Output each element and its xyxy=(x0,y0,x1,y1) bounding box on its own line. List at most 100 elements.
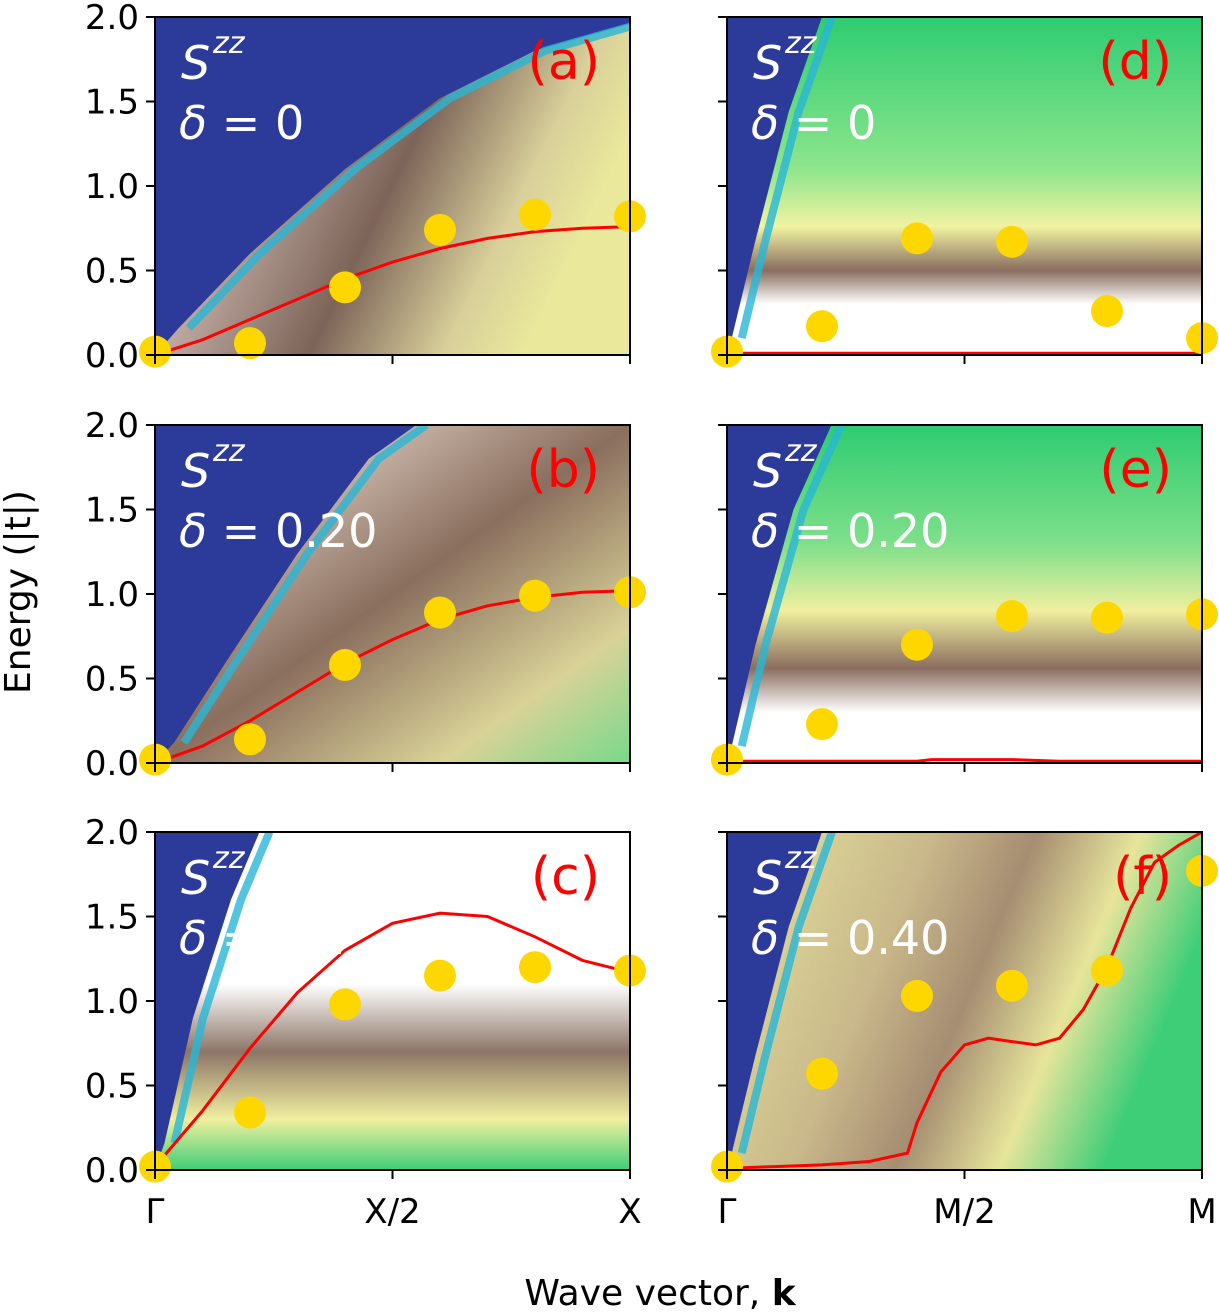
data-point xyxy=(901,222,933,255)
x-tick-label: X xyxy=(618,1192,641,1232)
data-point xyxy=(806,708,838,741)
y-tick-label: 2.0 xyxy=(85,406,139,446)
delta-prefix: δ = xyxy=(751,504,847,558)
operator-superscript: zz xyxy=(212,434,246,469)
series-red-line xyxy=(727,832,1202,1170)
delta-label: δ = 0.40 xyxy=(751,911,949,965)
y-tick-label: 1.5 xyxy=(85,491,139,531)
heatmap-background xyxy=(727,425,1202,763)
data-point xyxy=(996,969,1028,1002)
panel-c: 0.0 0.5 1.0 1.5 2.0 Γ X/2 X (c) S zz δ = 0.4 xyxy=(85,813,646,1232)
x-axis-label: Wave vector, k xyxy=(524,1273,796,1314)
data-point xyxy=(424,596,456,629)
panel-b: 0.0 0.5 1.0 1.5 2.0 (b) S zz δ = 0.20 xyxy=(85,406,646,784)
delta-value: 0 xyxy=(275,96,304,150)
y-tick-label: 0.0 xyxy=(85,744,139,784)
panel-label: (e) xyxy=(1099,440,1172,500)
x-axis-label-text: Wave vector, xyxy=(524,1273,771,1314)
delta-label: δ = 0 xyxy=(751,96,876,150)
delta-prefix: δ = xyxy=(179,504,275,558)
data-point xyxy=(519,951,551,984)
heatmap-background xyxy=(727,832,1202,1170)
data-point xyxy=(519,579,551,612)
panel-a: 0.0 0.5 1.0 1.5 2.0 (a) S zz δ = 0 xyxy=(85,0,646,376)
y-tick-label: 0.5 xyxy=(85,252,139,292)
delta-prefix: δ = xyxy=(751,96,847,150)
panel-f: Γ M/2 M (f) S zz δ = 0.40 xyxy=(711,831,1218,1232)
delta-label: δ = 0 xyxy=(179,96,304,150)
operator-label: S xyxy=(181,444,210,498)
operator-label: S xyxy=(181,36,210,90)
operator-superscript: zz xyxy=(784,434,818,469)
heatmap-edge-band xyxy=(170,832,274,1144)
data-point xyxy=(901,628,933,661)
data-point xyxy=(996,225,1028,258)
data-point xyxy=(1091,295,1123,328)
data-point xyxy=(329,988,361,1021)
y-tick-label: 0.0 xyxy=(85,1151,139,1191)
heatmap-edge-band xyxy=(737,425,846,748)
delta-label: δ = 0.20 xyxy=(751,504,949,558)
panel-label: (a) xyxy=(528,32,600,92)
data-point xyxy=(329,648,361,681)
heatmap-edge-band xyxy=(180,425,429,745)
data-point xyxy=(1091,954,1123,987)
data-point xyxy=(996,599,1028,632)
heatmap-low-region xyxy=(727,17,822,355)
data-point xyxy=(806,310,838,343)
data-point xyxy=(806,1057,838,1090)
heatmap-low-region xyxy=(155,832,260,1170)
x-tick-label: Γ xyxy=(146,1192,165,1232)
data-point xyxy=(424,213,456,246)
plot-area-a xyxy=(155,17,630,355)
y-tick-label: 0.5 xyxy=(85,660,139,700)
delta-value: 0 xyxy=(847,96,876,150)
operator-label: S xyxy=(753,444,782,498)
delta-prefix: δ = xyxy=(751,911,847,965)
data-point xyxy=(901,979,933,1012)
heatmap-low-region xyxy=(155,17,630,355)
data-point xyxy=(1091,601,1123,634)
plot-area-e xyxy=(727,425,1202,763)
x-tick-label: M/2 xyxy=(933,1192,995,1232)
data-point xyxy=(234,1096,266,1129)
x-tick-label: Γ xyxy=(718,1192,737,1232)
operator-label: S xyxy=(181,851,210,905)
operator-label: S xyxy=(753,36,782,90)
heatmap-low-region xyxy=(727,832,822,1170)
panel-label: (c) xyxy=(531,847,600,907)
delta-label: δ = 0.4 xyxy=(179,911,348,965)
y-axis-label: Energy (|t|) xyxy=(0,490,39,694)
delta-value: 0.40 xyxy=(847,911,949,965)
delta-value: 0.4 xyxy=(275,911,348,965)
delta-value: 0.20 xyxy=(847,504,949,558)
y-tick-label: 0.5 xyxy=(85,1067,139,1107)
y-tick-label: 2.0 xyxy=(85,813,139,853)
heatmap-background xyxy=(727,17,1202,355)
heatmap-edge-band xyxy=(185,22,630,331)
operator-superscript: zz xyxy=(784,26,818,61)
heatmap-low-region xyxy=(155,425,417,763)
operator-superscript: zz xyxy=(212,26,246,61)
plot-area-d xyxy=(727,17,1202,355)
panel-label: (b) xyxy=(526,440,600,500)
series-red-line xyxy=(155,911,630,1168)
operator-label: S xyxy=(753,851,782,905)
panel-label: (f) xyxy=(1113,847,1172,907)
data-point xyxy=(234,327,266,360)
operator-superscript: zz xyxy=(212,841,246,876)
y-tick-label: 1.0 xyxy=(85,982,139,1022)
y-tick-label: 1.0 xyxy=(85,575,139,615)
series-red-line xyxy=(727,758,1202,763)
delta-label: δ = 0.20 xyxy=(179,504,377,558)
data-point xyxy=(329,271,361,304)
y-tick-label: 0.0 xyxy=(85,336,139,376)
series-red-line xyxy=(155,225,630,355)
y-tick-label: 1.0 xyxy=(85,167,139,207)
operator-superscript: zz xyxy=(784,841,818,876)
y-tick-label: 1.5 xyxy=(85,898,139,938)
panel-d: (d) S zz δ = 0 xyxy=(711,16,1218,368)
x-tick-label: M xyxy=(1187,1192,1216,1232)
data-point xyxy=(234,723,266,756)
